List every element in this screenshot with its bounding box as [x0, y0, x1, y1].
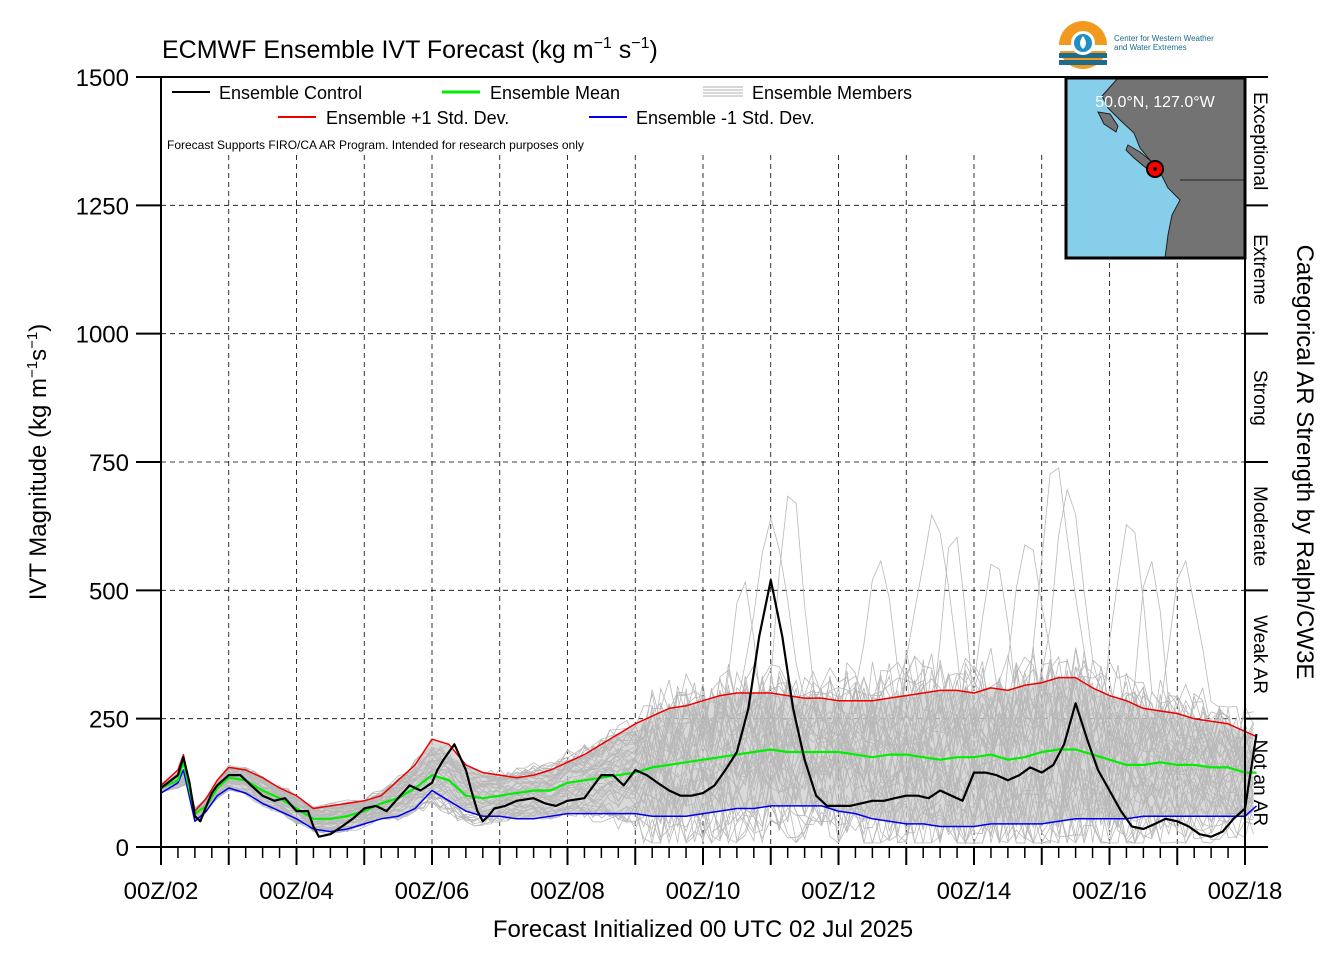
x-tick-label: 00Z/16	[1072, 878, 1147, 905]
cw3e-logo: Center for Western Weather and Water Ext…	[1059, 21, 1214, 69]
x-tick-label: 00Z/14	[937, 878, 1012, 905]
ensemble-member-line	[160, 776, 1254, 844]
ensemble-member-line	[160, 665, 1254, 812]
y-tick-label: 500	[89, 578, 129, 605]
x-tick-label: 00Z/06	[395, 878, 470, 905]
category-label: Extreme	[1249, 234, 1270, 305]
x-tick-label: 00Z/02	[124, 878, 199, 905]
category-label: Moderate	[1249, 486, 1270, 566]
y-tick-label: 1500	[76, 65, 129, 92]
ensemble-member-line	[160, 691, 1254, 818]
inset-map: 50.0°N, 127.0°W	[1064, 76, 1247, 260]
plot-area: 0 250 500 750 1000 1250 1500 00Z/02 00Z/04 00Z/06…	[76, 65, 1283, 905]
x-axis-label: Forecast Initialized 00 UTC 02 Jul 2025	[493, 916, 913, 943]
chart-title: ECMWF Ensemble IVT Forecast (kg m−1 s−1)	[162, 35, 658, 64]
category-label: Exceptional	[1249, 92, 1270, 190]
legend-label-members: Ensemble Members	[752, 83, 912, 103]
y-tick-label: 1250	[76, 193, 129, 220]
ensemble-member-line	[160, 559, 1254, 816]
legend-label-plus-std: Ensemble +1 Std. Dev.	[326, 108, 509, 128]
y-tick-label: 750	[89, 450, 129, 477]
x-tick-label: 00Z/18	[1208, 878, 1283, 905]
category-label: Not an AR	[1249, 740, 1270, 827]
y-tick-label: 1000	[76, 322, 129, 349]
logo-text-line1: Center for Western Weather	[1114, 34, 1214, 43]
ensemble-member-line	[160, 765, 1254, 844]
series-line-ensemble-control	[160, 579, 1258, 838]
legend-label-mean: Ensemble Mean	[490, 83, 620, 103]
ensemble-member-line	[160, 771, 1254, 845]
legend-label-control: Ensemble Control	[219, 83, 362, 103]
x-tick-label: 00Z/08	[530, 878, 605, 905]
x-tick-label: 00Z/04	[259, 878, 334, 905]
series-line-ensemble-mean	[160, 748, 1257, 820]
legend-label-minus-std: Ensemble -1 Std. Dev.	[636, 108, 815, 128]
x-tick-label: 00Z/10	[666, 878, 741, 905]
y-axis-label: IVT Magnitude (kg m−1s−1)	[24, 324, 52, 601]
ensemble-member-line	[160, 724, 1254, 825]
inset-map-location-label: 50.0°N, 127.0°W	[1095, 94, 1215, 111]
ensemble-member-line	[160, 752, 1254, 843]
logo-text-line2: and Water Extremes	[1114, 43, 1187, 52]
category-label: Strong	[1249, 370, 1270, 426]
inset-map-island	[1097, 111, 1119, 133]
y-tick-label: 250	[89, 707, 129, 734]
category-label: Weak AR	[1249, 615, 1270, 694]
ensemble-member-line	[160, 670, 1254, 816]
series-line-ensemble-1-std-dev	[160, 676, 1257, 812]
y-tick-label: 0	[116, 835, 129, 862]
x-tick-label: 00Z/12	[801, 878, 876, 905]
series-line-ensemble-1-std-dev	[160, 769, 1258, 833]
legend-swatch-members	[703, 86, 743, 97]
disclaimer-text: Forecast Supports FIRO/CA AR Program. In…	[167, 138, 584, 152]
right-axis-label: Categorical AR Strength by Ralph/CW3E	[1291, 245, 1318, 680]
inset-map-frame	[1064, 76, 1247, 260]
legend: Ensemble Control Ensemble Mean Ensemble …	[167, 83, 912, 152]
ensemble-member-line	[160, 768, 1254, 845]
